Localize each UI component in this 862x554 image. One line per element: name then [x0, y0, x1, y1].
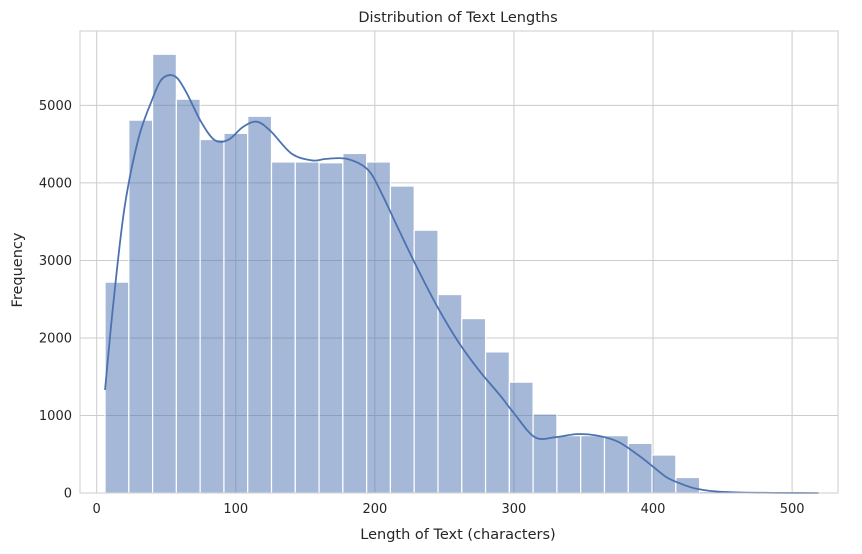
x-tick-labels: 0 100 200 300 400 500	[93, 502, 805, 517]
x-tick-label: 400	[641, 502, 666, 517]
histogram-bar	[319, 163, 343, 493]
y-tick-labels: 0 1000 2000 3000 4000 5000	[39, 99, 72, 502]
y-tick-label: 4000	[39, 176, 72, 191]
histogram-bar	[509, 382, 533, 493]
x-tick-label: 100	[223, 502, 248, 517]
histogram-bar	[438, 295, 462, 493]
histogram-bar	[390, 186, 414, 493]
histogram-bar	[367, 162, 391, 493]
histogram-bar	[557, 436, 581, 493]
histogram-bar	[153, 54, 177, 493]
x-axis-label: Length of Text (characters)	[360, 527, 555, 543]
histogram-bar	[652, 455, 676, 493]
histogram-bar	[343, 153, 367, 493]
y-tick-label: 0	[64, 487, 72, 502]
histogram-bar	[129, 120, 153, 493]
histogram-bars	[105, 54, 818, 493]
histogram-bar	[295, 162, 319, 493]
x-tick-label: 300	[502, 502, 527, 517]
y-tick-label: 3000	[39, 254, 72, 269]
x-tick-label: 500	[780, 502, 805, 517]
histogram-bar	[272, 162, 296, 493]
histogram-bar	[200, 140, 224, 493]
y-tick-label: 2000	[39, 331, 72, 346]
y-tick-label: 5000	[39, 99, 72, 114]
histogram-bar	[462, 319, 486, 493]
y-tick-label: 1000	[39, 409, 72, 424]
histogram-bar	[676, 477, 700, 493]
histogram-bar	[533, 414, 557, 493]
histogram-bar	[176, 99, 200, 493]
chart-title: Distribution of Text Lengths	[358, 10, 557, 26]
histogram-bar	[224, 133, 248, 493]
histogram-bar	[248, 116, 272, 493]
histogram-bar	[105, 282, 129, 493]
y-axis-label: Frequency	[10, 232, 26, 307]
x-tick-label: 200	[362, 502, 387, 517]
histogram-bar	[581, 436, 605, 493]
histogram-bar	[604, 436, 628, 493]
x-tick-label: 0	[93, 502, 101, 517]
histogram-bar	[486, 352, 510, 493]
